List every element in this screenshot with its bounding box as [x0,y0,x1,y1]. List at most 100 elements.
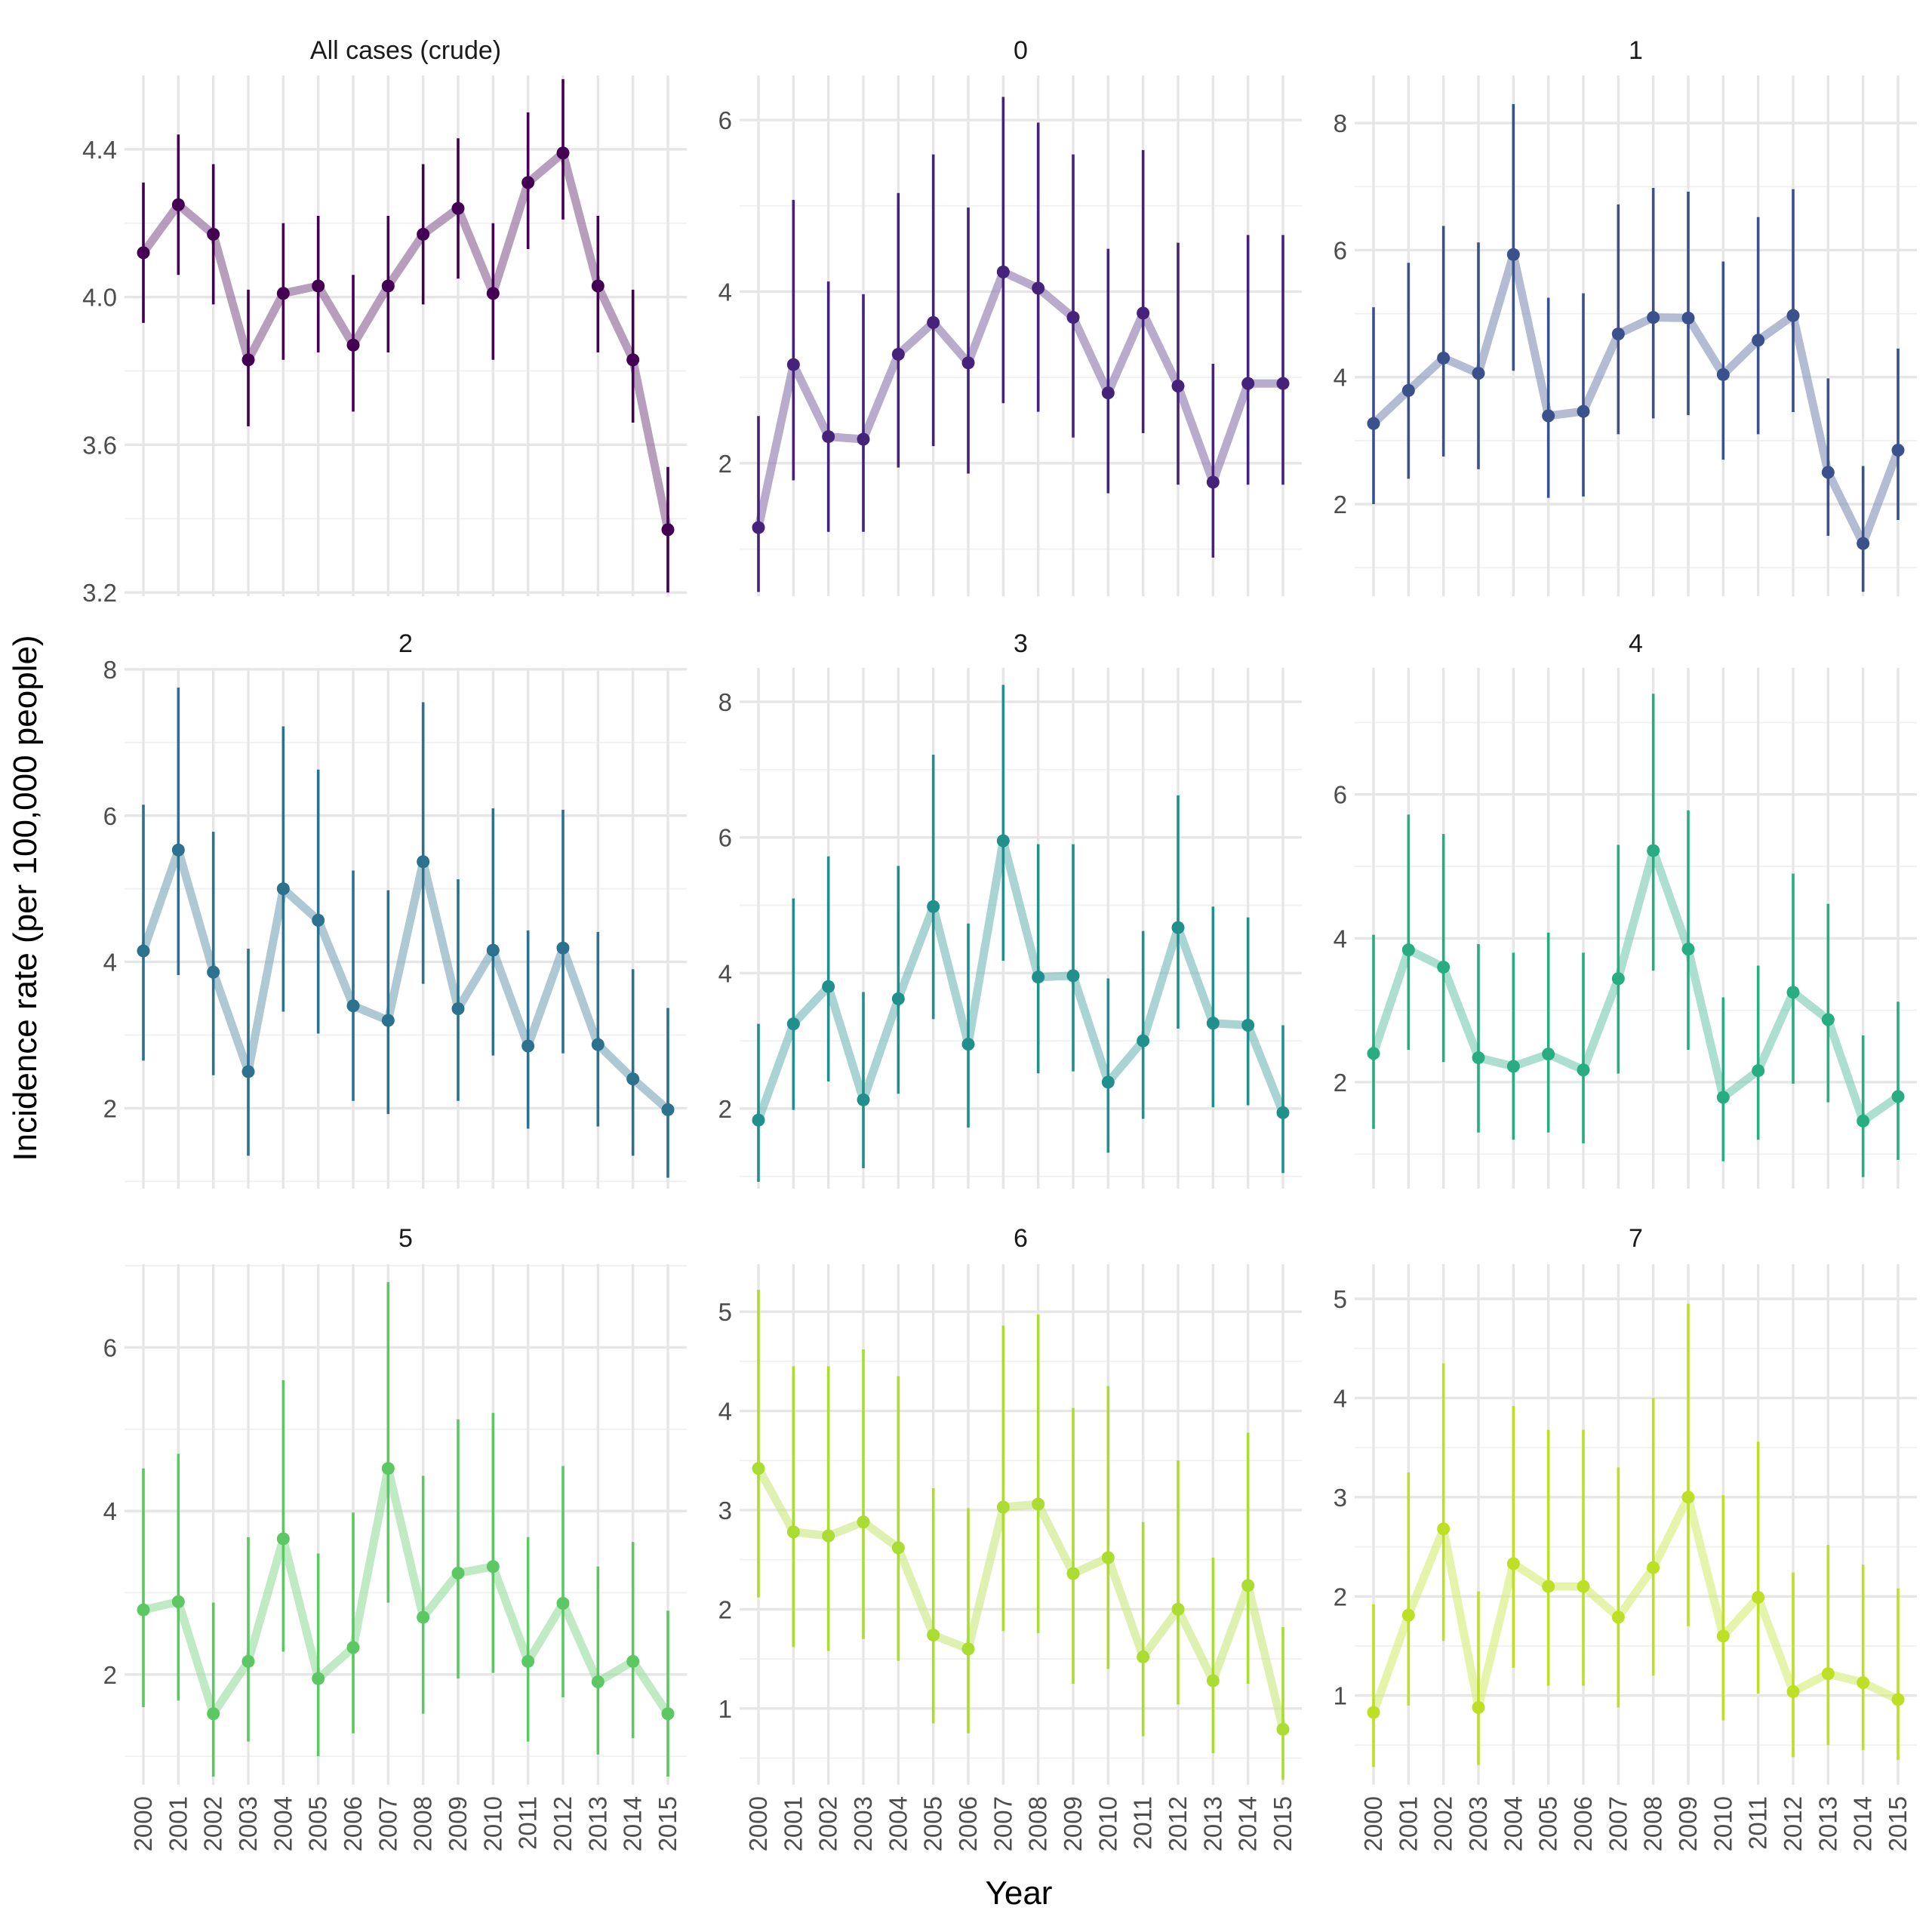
data-point [661,1707,675,1721]
data-point [1681,1491,1695,1504]
series-line [139,1464,672,1718]
x-tick-label: 2006 [954,1796,982,1851]
x-tick-label: 2008 [1639,1796,1667,1851]
x-tick-label: 2010 [1709,1796,1737,1851]
y-tick-label: 8 [1334,109,1347,137]
x-tick-label: 2005 [304,1796,332,1851]
data-point [996,834,1010,848]
x-tick-label: 2013 [1814,1796,1841,1851]
data-point [521,176,535,189]
data-point [242,1065,255,1078]
x-tick-label: 2002 [814,1796,842,1851]
series-line [1369,846,1903,1125]
data-point [1101,1551,1115,1564]
data-point [1032,1497,1045,1511]
data-point [312,279,325,293]
data-point [1137,1034,1150,1048]
y-tick-label: 4 [103,949,117,977]
x-tick-label: 2013 [583,1796,611,1851]
panel-5: 3 2 4 6 8 [718,629,1302,1189]
data-point [1437,1522,1451,1536]
data-point [752,1462,765,1475]
data-point [857,1515,870,1529]
data-point [1786,986,1800,999]
data-point [626,353,640,367]
data-point [1752,1064,1765,1078]
data-point [1681,311,1695,325]
data-point [1401,943,1415,957]
data-point [1891,443,1905,457]
data-point [1171,1602,1185,1616]
data-point [857,432,870,446]
series-line [754,836,1287,1124]
data-point [381,1014,395,1027]
data-point [242,1654,255,1668]
x-tick-label: 2004 [269,1796,297,1851]
data-point [521,1039,535,1053]
y-tick-label: 2 [718,450,732,478]
data-point [417,855,430,869]
data-point [1891,1693,1905,1706]
data-point [1542,1048,1555,1061]
data-point [752,521,765,534]
series-line [754,267,1287,532]
panel-title: 0 [1014,36,1028,65]
data-point [1577,405,1590,418]
data-point [346,338,360,352]
panel-title: 5 [398,1224,413,1253]
data-point [857,1093,870,1106]
data-point [451,1002,465,1016]
data-point [171,198,185,211]
data-point [1206,475,1220,489]
y-tick-label: 8 [718,688,732,716]
x-tick-label: 2013 [1198,1796,1226,1851]
y-tick-label: 4 [718,278,732,306]
data-point [1437,960,1451,974]
data-point [1821,466,1835,479]
x-tick-label: 2014 [1234,1796,1262,1851]
y-tick-label: 1 [1334,1682,1347,1710]
data-point [207,965,220,979]
y-tick-label: 2 [1334,1583,1347,1611]
x-tick-label: 2000 [1359,1796,1387,1851]
data-point [417,1611,430,1624]
data-point [137,944,150,958]
data-point [961,356,975,370]
x-tick-label: 2005 [919,1796,947,1851]
data-point [1367,1706,1380,1719]
data-point [1367,417,1380,430]
data-point [1611,327,1625,340]
data-point [556,941,570,955]
x-tick-label: 2007 [374,1796,401,1851]
x-tick-label: 2010 [1094,1796,1121,1851]
y-tick-label: 4 [1334,1384,1347,1412]
panel-title: 6 [1014,1224,1028,1253]
x-tick-label: 2006 [1569,1796,1597,1851]
data-point [556,1597,570,1611]
data-point [1716,1091,1730,1104]
data-point [137,246,150,260]
x-tick-label: 2000 [744,1796,772,1851]
panel-title: 1 [1629,36,1643,65]
series-line [139,845,672,1114]
y-tick-label: 6 [1334,781,1347,809]
data-point [1857,537,1870,550]
data-point [961,1642,975,1656]
data-point [171,843,185,857]
x-tick-label: 2015 [1269,1796,1297,1851]
data-point [786,1525,800,1539]
x-tick-label: 2009 [1059,1796,1087,1851]
y-tick-label: 6 [1334,236,1347,264]
data-point [1506,1557,1520,1571]
y-tick-label: 2 [718,1595,732,1623]
data-point [417,227,430,241]
y-tick-label: 6 [103,802,117,830]
data-point [1276,1722,1290,1736]
data-point [312,1672,325,1685]
data-point [1101,1075,1115,1089]
data-point [786,358,800,371]
y-tick-label: 4 [718,959,732,987]
data-point [996,265,1010,278]
data-point [1066,1567,1080,1580]
